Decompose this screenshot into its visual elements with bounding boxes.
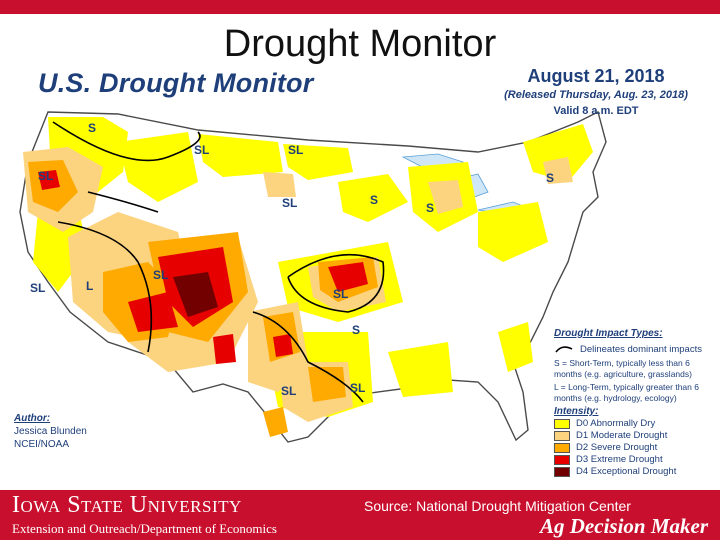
impact-lines: [52, 121, 385, 403]
swatch-d2: [554, 442, 570, 453]
short-term-note: S = Short-Term, typically less than 6 mo…: [554, 358, 692, 379]
region-label: S: [546, 171, 554, 185]
legend-label-d2: D2 Severe Drought: [576, 442, 658, 453]
author-org: NCEI/NOAA: [14, 439, 70, 450]
region-label: SL: [30, 281, 45, 295]
author-name: Jessica Blunden: [14, 426, 87, 437]
impact-line-icon: [555, 346, 573, 353]
region-label: SL: [153, 268, 168, 282]
legend-row-d3: D3 Extreme Drought: [554, 454, 720, 465]
source-text: Source: National Drought Mitigation Cent…: [364, 498, 631, 514]
swatch-d1: [554, 430, 570, 441]
legend-row-d4: D4 Exceptional Drought: [554, 466, 720, 477]
legend-row-d2: D2 Severe Drought: [554, 442, 720, 453]
slide-title: Drought Monitor: [223, 23, 497, 65]
region-label: S: [88, 121, 96, 135]
author-heading: Author:: [14, 413, 51, 424]
legend-label-d0: D0 Abnormally Dry: [576, 418, 656, 429]
region-label: SL: [333, 287, 348, 301]
region-label: SL: [38, 169, 53, 183]
legend-label-d3: D3 Extreme Drought: [576, 454, 663, 465]
d4-areas: [173, 272, 218, 317]
legend-label-d1: D1 Moderate Drought: [576, 430, 668, 441]
swatch-d0: [554, 418, 570, 429]
region-label: SL: [350, 381, 365, 395]
region-label: SL: [282, 196, 297, 210]
impact-heading: Drought Impact Types:: [554, 328, 663, 339]
region-label: SL: [288, 143, 303, 157]
release-date: (Released Thursday, Aug. 23, 2018): [504, 89, 688, 101]
region-label: S: [426, 201, 434, 215]
date-block: August 21, 2018 (Released Thursday, Aug.…: [478, 66, 714, 117]
impact-line-label: Delineates dominant impacts: [580, 343, 702, 355]
region-label: SL: [281, 384, 296, 398]
region-label: SL: [194, 143, 209, 157]
valid-time: Valid 8 a.m. EDT: [553, 105, 639, 117]
region-label: S: [352, 323, 360, 337]
region-label: S: [370, 193, 378, 207]
intensity-heading: Intensity:: [554, 406, 599, 417]
usdm-title: U.S. Drought Monitor: [38, 68, 314, 98]
legend-row-d1: D1 Moderate Drought: [554, 430, 720, 441]
footer-bar: Iowa State University Extension and Outr…: [0, 490, 720, 540]
university-name: Iowa State University: [12, 492, 242, 518]
legend-row-d0: D0 Abnormally Dry: [554, 418, 720, 429]
region-labels: S SL SL SL SL L SL S S S SL S SL SL SL: [30, 121, 554, 398]
drought-map: S SL SL SL SL L SL S S S SL S SL SL SL: [19, 110, 607, 443]
map-date: August 21, 2018: [527, 66, 665, 86]
author-block: Author: Jessica Blunden NCEI/NOAA: [14, 412, 87, 451]
long-term-note: L = Long-Term, typically greater than 6 …: [554, 382, 699, 403]
impact-line-row: Delineates dominant impacts: [554, 343, 720, 355]
region-label: L: [86, 279, 93, 293]
ag-decision-maker-brand: Ag Decision Maker: [540, 514, 708, 538]
swatch-d3: [554, 454, 570, 465]
department-name: Extension and Outreach/Department of Eco…: [12, 521, 277, 536]
top-stripe: [0, 0, 720, 14]
legend-label-d4: D4 Exceptional Drought: [576, 466, 677, 477]
swatch-d4: [554, 466, 570, 477]
drought-map-panel: S SL SL SL SL L SL S S S SL S SL SL SL U…: [8, 62, 720, 488]
legend: Drought Impact Types: Delineates dominan…: [554, 328, 720, 477]
